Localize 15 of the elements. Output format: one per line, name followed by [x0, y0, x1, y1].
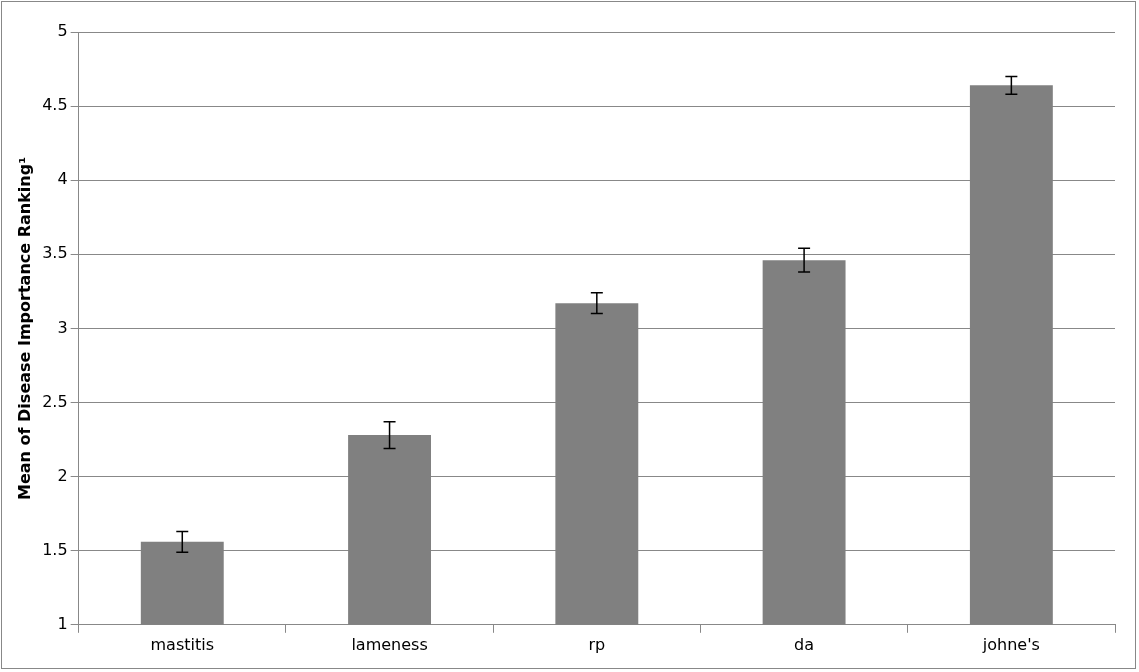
y-tick-label: 4.5	[42, 95, 68, 115]
y-tick-label: 2	[57, 465, 68, 485]
x-tick-label: da	[794, 634, 815, 654]
x-tick-label: johne's	[981, 634, 1040, 654]
y-tick-label: 3.5	[42, 243, 68, 263]
y-tick-label: 1.5	[42, 539, 68, 559]
y-tick-label: 1	[57, 613, 68, 633]
y-axis-title: Mean of Disease Importance Ranking¹	[14, 156, 34, 500]
y-tick-label: 3	[57, 317, 68, 337]
y-tick-label: 4	[57, 169, 68, 189]
y-tick-label: 5	[57, 21, 68, 41]
x-tick-label: lameness	[351, 634, 428, 654]
x-tick-label: mastitis	[150, 634, 215, 654]
x-tick-label: rp	[588, 634, 606, 654]
y-tick-label: 2.5	[42, 391, 68, 411]
